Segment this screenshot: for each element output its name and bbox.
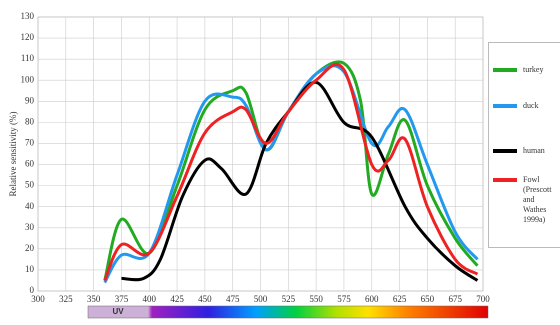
legend-swatch — [493, 149, 517, 154]
y-tick-label: 70 — [25, 138, 35, 148]
x-tick-label: 600 — [365, 294, 379, 304]
y-tick-label: 90 — [25, 95, 35, 105]
legend-item: turkey — [493, 65, 559, 75]
x-tick-label: 325 — [59, 294, 73, 304]
y-tick-label: 10 — [25, 264, 35, 274]
y-tick-label: 0 — [30, 285, 35, 295]
x-tick-label: 475 — [226, 294, 240, 304]
x-tick-label: 450 — [198, 294, 212, 304]
y-tick-label: 100 — [21, 74, 35, 84]
x-tick-label: 525 — [282, 294, 296, 304]
x-tick-label: 650 — [421, 294, 435, 304]
uv-label: UV — [112, 307, 124, 316]
legend-item: Fowl (Prescott and Wathes 1999a) — [493, 175, 559, 225]
line — [121, 80, 479, 282]
x-tick-label: 575 — [337, 294, 351, 304]
x-tick-label: 375 — [115, 294, 129, 304]
x-tick-label: 700 — [476, 294, 490, 304]
legend-label: Fowl (Prescott and Wathes 1999a) — [523, 175, 552, 224]
legend: turkey duck human Fowl (Prescott and Wathes… — [488, 42, 560, 248]
x-tick-label: 400 — [143, 294, 157, 304]
legend-swatch — [493, 104, 517, 109]
legend-item: duck — [493, 101, 559, 111]
x-tick-label: 625 — [393, 294, 407, 304]
y-tick-label: 30 — [25, 222, 35, 232]
legend-label: human — [523, 146, 545, 155]
spectrum-bar — [87, 305, 489, 319]
legend-label: turkey — [523, 65, 544, 74]
y-tick-label: 80 — [25, 116, 35, 126]
legend-swatch — [493, 178, 517, 183]
x-tick-label: 300 — [31, 294, 45, 304]
y-tick-label: 40 — [25, 201, 35, 211]
legend-swatch — [493, 68, 517, 73]
y-tick-label: 60 — [25, 159, 35, 169]
line — [103, 62, 479, 282]
legend-label: duck — [523, 101, 539, 110]
x-tick-label: 675 — [448, 294, 462, 304]
y-tick-label: 110 — [21, 53, 35, 63]
x-tick-label: 500 — [254, 294, 268, 304]
x-tick-label: 550 — [309, 294, 323, 304]
x-tick-label: 425 — [170, 294, 184, 304]
x-tick-label: 350 — [87, 294, 101, 304]
y-tick-label: 20 — [25, 243, 35, 253]
y-tick-label: 120 — [21, 32, 35, 42]
y-tick-label: 50 — [25, 180, 35, 190]
legend-item: human — [493, 146, 559, 156]
y-axis-label: Relative sensitivity (%) — [8, 112, 18, 197]
y-tick-label: 130 — [21, 11, 35, 21]
